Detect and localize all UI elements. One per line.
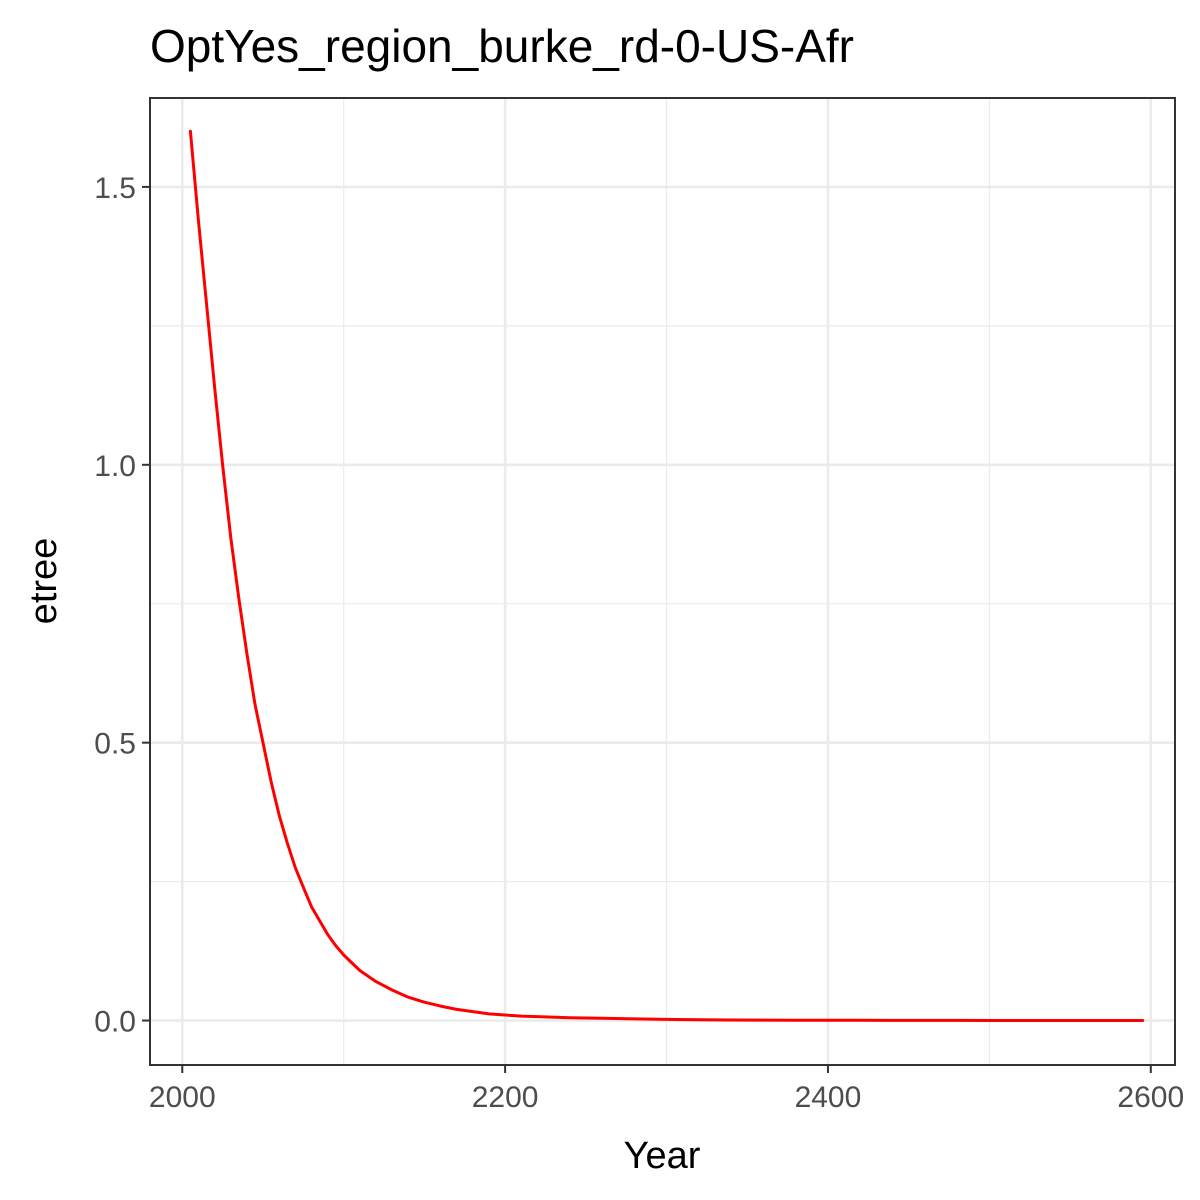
series-line <box>188 129 1145 1022</box>
plot-border <box>149 97 1176 1066</box>
y-tick-label: 1.5 <box>94 172 136 205</box>
y-axis: 0.0 0.5 1.0 1.5 <box>94 172 150 1039</box>
plot-panel <box>150 98 1175 1065</box>
x-axis-title: Year <box>624 1135 701 1177</box>
x-axis: 2000 2200 2400 2600 <box>149 1065 1184 1114</box>
x-tick-label: 2200 <box>472 1081 539 1114</box>
x-tick-label: 2400 <box>795 1081 862 1114</box>
grid-minor <box>150 98 1175 1065</box>
y-tick-label: 0.5 <box>94 728 136 761</box>
y-tick-label: 0.0 <box>94 1006 136 1039</box>
y-tick-label: 1.0 <box>94 450 136 483</box>
x-tick-label: 2600 <box>1117 1081 1184 1114</box>
y-axis-title: etree <box>23 538 65 625</box>
x-tick-label: 2000 <box>149 1081 216 1114</box>
chart-title: OptYes_region_burke_rd-0-US-Afr <box>150 20 854 72</box>
series-layer <box>188 129 1145 1022</box>
